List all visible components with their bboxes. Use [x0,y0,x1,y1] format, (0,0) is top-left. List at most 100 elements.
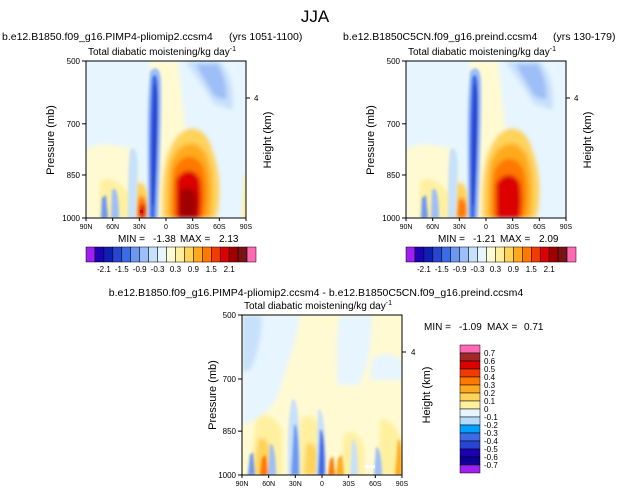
colorbar-label: 0.9 [508,265,520,274]
x-tick-label: 60S [533,224,546,231]
colorbar-swatch [459,384,481,394]
panel-1-colorbar: -2.1 -1.5 -0.9 -0.3 0.3 0.9 1.5 2.1 [85,246,257,274]
colorbar-swatch [228,246,239,263]
panel-3-min-label: MIN = [424,322,451,333]
panel-3-colorbar: 0.70.60.50.40.30.20.10-0.1-0.2-0.3-0.4-0… [459,344,498,474]
colorbar-label: -0.1 [484,413,498,422]
colorbar-swatch [414,246,425,263]
panel-1-ylabel: Pressure (mb) [45,105,57,175]
panel-3-y-ticks: 500 700 850 1000 [218,311,242,480]
colorbar-label: 0.6 [484,357,496,366]
colorbar-swatch [459,440,481,450]
colorbar-label: -0.5 [484,445,498,454]
colorbar-swatch [441,246,451,263]
colorbar-swatch [157,246,167,263]
colorbar-swatch [459,432,481,442]
panel-3: b.e12.B1850.f09_g16.PIMP4-pliomip2.ccsm4… [109,287,544,488]
panel-1-years: (yrs 1051-1100) [229,31,302,43]
colorbar-swatch [237,246,248,263]
panel-1-x-ticks: 90N 60N 30N 0 30S 60S 90S [80,218,253,231]
colorbar-swatch [148,246,158,263]
x-tick-label: 90N [236,481,249,488]
panel-2-ylabel: Pressure (mb) [365,105,377,175]
panel-1-subtitle: Total diabatic moistening/kg day-1 [88,46,236,58]
colorbar-label: -2.1 [417,265,431,274]
panel-1-max-value: 2.13 [219,234,239,245]
colorbar-swatch [432,246,443,263]
panel-3-min-value: -1.09 [459,322,482,333]
panel-3-max-value: 0.71 [524,322,544,333]
colorbar-swatch [219,246,230,263]
colorbar-swatch [459,392,481,402]
colorbar-swatch [139,246,149,263]
colorbar-swatch [459,400,481,410]
panel-1-y-ticks: 500 700 850 1000 [62,57,86,223]
panel-3-field [242,315,402,475]
colorbar-label: 0.3 [490,265,502,274]
x-tick-label: 90S [240,224,253,231]
y-tick-label: 500 [67,57,81,66]
panel-3-ylabel: Pressure (mb) [207,360,219,430]
panel-2-max-value: 2.09 [539,234,559,245]
colorbar-swatch [175,246,185,263]
colorbar-swatch [459,448,481,458]
colorbar-swatch [495,246,505,263]
panel-2-subtitle: Total diabatic moistening/kg day-1 [408,46,556,58]
panel-2: b.e12.B1850C5CN.f09_g16.preind.ccsm4 (yr… [343,31,615,274]
colorbar-swatch [459,464,481,474]
colorbar-swatch [557,246,568,263]
colorbar-label: -0.3 [151,265,165,274]
x-tick-label: 30N [289,481,302,488]
colorbar-label: -0.6 [484,453,498,462]
colorbar-swatch [405,246,416,263]
colorbar-swatch [246,246,257,263]
panel-2-field [406,61,566,218]
panel-1-field [86,61,246,218]
panel-3-y2label: Height (km) [421,367,433,424]
colorbar-swatch [184,246,194,263]
x-tick-label: 30S [186,224,199,231]
colorbar-label: -1.5 [115,265,129,274]
panel-2-colorbar: -2.1 -1.5 -0.9 -0.3 0.3 0.9 1.5 2.1 [405,246,577,274]
panel-2-y-ticks: 500 700 850 1000 [382,57,406,223]
x-tick-label: 30N [453,224,466,231]
panel-2-y2tick: 4 [574,94,579,103]
colorbar-swatch [522,246,532,263]
x-tick-label: 30N [133,224,146,231]
colorbar-label: 1.5 [526,265,538,274]
y-tick-label: 1000 [218,471,236,480]
y-tick-label: 1000 [62,214,80,223]
panel-2-x-ticks: 90N 60N 30N 0 30S 60S 90S [400,218,573,231]
panel-2-max-label: MAX = [500,234,530,245]
colorbar-label: 0.7 [484,349,496,358]
x-tick-label: 30S [342,481,355,488]
x-tick-label: 60N [106,224,119,231]
panel-3-subtitle-exp: -1 [386,300,392,307]
panel-1-min-value: -1.38 [153,234,176,245]
colorbar-label: -0.3 [471,265,485,274]
x-tick-label: 90S [396,481,409,488]
colorbar-swatch [103,246,114,263]
colorbar-swatch [459,368,481,378]
panel-1: b.e12.B1850.f09_g16.PIMP4-pliomip2.ccsm4… [2,31,302,274]
y-tick-label: 700 [67,120,81,129]
x-tick-label: 30S [506,224,519,231]
x-tick-label: 60N [426,224,439,231]
panel-3-y2tick: 4 [411,348,416,357]
colorbar-label: 2.1 [544,265,556,274]
colorbar-swatch [211,246,221,263]
colorbar-swatch [85,246,96,263]
x-tick-label: 0 [484,224,488,231]
colorbar-label: 0.2 [484,389,496,398]
colorbar-label: -0.4 [484,437,498,446]
panel-2-min-value: -1.21 [473,234,496,245]
y-tick-label: 500 [387,57,401,66]
colorbar-label: -0.7 [484,461,498,470]
colorbar-label: 0 [484,405,489,414]
panel-2-subtitle-exp: -1 [550,46,556,53]
colorbar-swatch [459,246,469,263]
colorbar-swatch [504,246,514,263]
panel-2-y2label: Height (km) [582,112,594,169]
y-tick-label: 850 [387,171,401,180]
